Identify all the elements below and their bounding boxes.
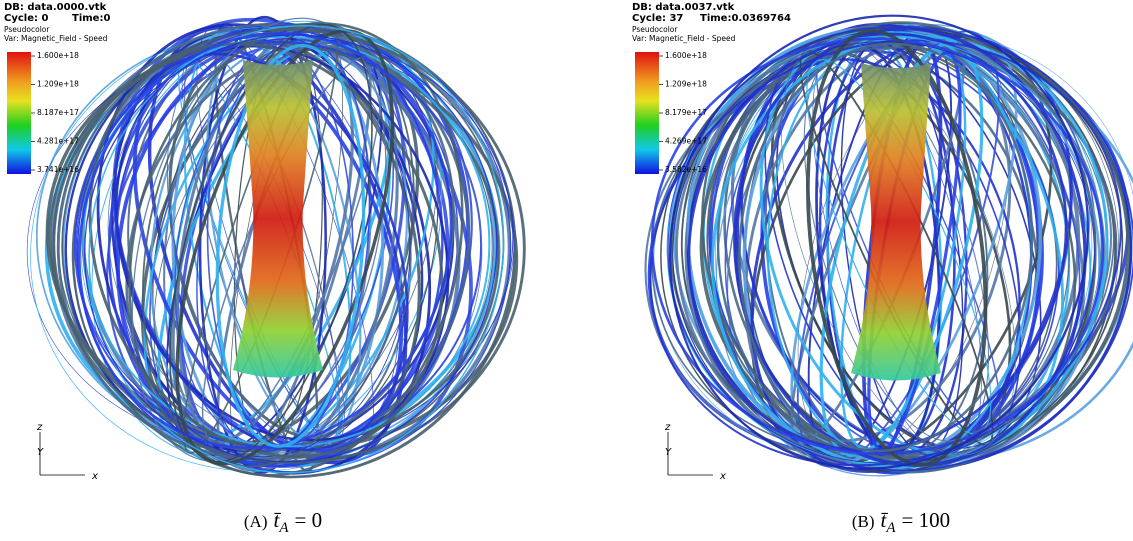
caption-label: (A) [244,512,268,531]
colorbar-label: 1.209e+18 [665,80,707,89]
caption-rhs: = 100 [902,508,951,532]
axis-label: z [664,422,671,433]
colorbar-label: 4.281e+17 [37,137,79,146]
caption-subscript: A [885,520,896,536]
colorbar-label: 1.600e+18 [37,51,79,60]
colorbar-label: 4.269e+17 [665,137,707,146]
time-label: Time:0 [72,13,110,24]
caption: (A)t̄A= 0 [244,508,322,536]
var-label: Var: Magnetic_Field - Speed [632,34,736,43]
colorbar [635,52,659,174]
caption: (B)t̄A= 100 [852,508,950,536]
colorbar-label: 1.600e+18 [665,51,707,60]
axis-label: Y [37,447,44,458]
colorbar-label: 8.179e+17 [665,108,707,117]
colorbar [7,52,31,174]
axis-label: x [719,471,726,482]
db-label: DB: data.0037.vtk [632,2,735,13]
caption-label: (B) [852,512,875,531]
cycle-label: Cycle: 0 [4,13,48,24]
var-label: Var: Magnetic_Field - Speed [4,34,108,43]
axis-label: z [36,422,43,433]
axis-label: x [91,471,98,482]
colorbar-label: 3.741e+16 [37,165,79,174]
colorbar-label: 1.209e+18 [37,80,79,89]
flux-column [851,63,941,381]
colorbar-label: 8.187e+17 [37,108,79,117]
figure: DB: data.0000.vtkCycle: 0 Time:0 Pseudocol… [0,0,1133,541]
field-lines [581,0,1133,540]
flux-column [233,60,323,378]
time-label: Time:0.0369764 [700,13,791,24]
plot-label: Pseudocolor [4,25,50,34]
caption-subscript: A [278,520,289,536]
colorbar-label: 3.582e+16 [665,165,707,174]
axis-label: Y [665,447,672,458]
plot-label: Pseudocolor [632,25,678,34]
cycle-label: Cycle: 37 [632,13,683,24]
db-label: DB: data.0000.vtk [4,2,107,13]
caption-rhs: = 0 [295,508,323,532]
